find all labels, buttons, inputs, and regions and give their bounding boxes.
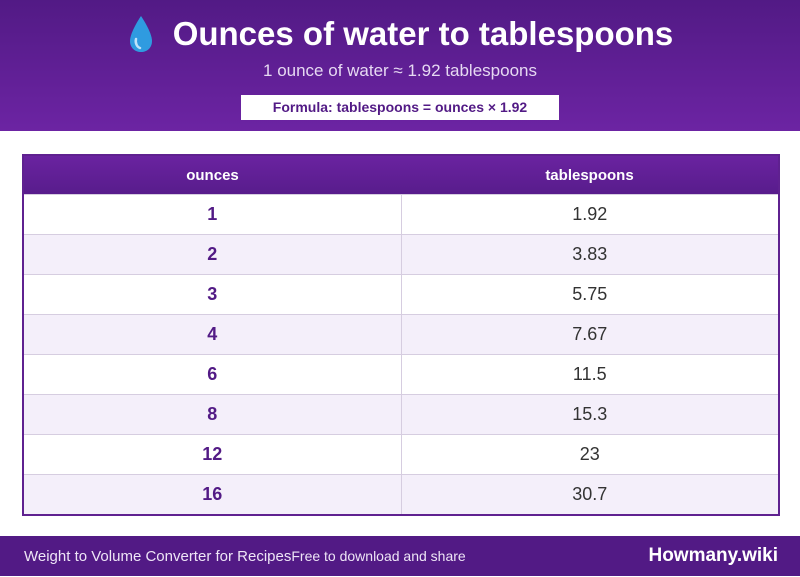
ounces-cell: 1 (24, 194, 402, 235)
footer-brand-link[interactable]: Howmany.wiki (648, 545, 778, 566)
formula-box: Formula: tablespoons = ounces × 1.92 (241, 95, 559, 120)
ounces-cell: 8 (24, 394, 402, 435)
subtitle: 1 ounce of water ≈ 1.92 tablespoons (263, 61, 537, 80)
tablespoons-cell: 5.75 (401, 274, 778, 315)
tablespoons-cell: 3.83 (401, 234, 778, 275)
header-banner: Ounces of water to tablespoons 1 ounce o… (0, 0, 800, 131)
table-row: 6 11.5 (24, 354, 778, 395)
footer-bar: Weight to Volume Converter for RecipesFr… (0, 536, 800, 576)
ounces-cell: 6 (24, 354, 402, 395)
water-drop-icon (129, 16, 152, 52)
table-row: 12 23 (24, 434, 778, 475)
column-header-ounces: ounces (24, 156, 401, 195)
conversion-table: ounces tablespoons 1 1.92 2 3.83 3 5.75 … (22, 154, 780, 516)
column-header-tablespoons: tablespoons (401, 156, 778, 195)
tablespoons-cell: 11.5 (401, 354, 778, 395)
table-row: 8 15.3 (24, 394, 778, 435)
table-row: 1 1.92 (24, 194, 778, 235)
table-row: 16 30.7 (24, 474, 778, 514)
page-title: Ounces of water to tablespoons (172, 15, 674, 52)
footer-left: Weight to Volume Converter for RecipesFr… (24, 536, 466, 577)
ounces-cell: 2 (24, 234, 402, 275)
tablespoons-cell: 15.3 (401, 394, 778, 435)
tablespoons-cell: 23 (401, 434, 778, 475)
ounces-cell: 16 (24, 474, 402, 514)
ounces-cell: 3 (24, 274, 402, 315)
table-row: 4 7.67 (24, 314, 778, 355)
tablespoons-cell: 1.92 (401, 194, 778, 235)
tablespoons-cell: 30.7 (401, 474, 778, 514)
ounces-cell: 12 (24, 434, 402, 475)
title-row: Ounces of water to tablespoons (0, 12, 800, 56)
table-row: 2 3.83 (24, 234, 778, 275)
ounces-cell: 4 (24, 314, 402, 355)
tablespoons-cell: 7.67 (401, 314, 778, 355)
footer-tagline: Free to download and share (291, 548, 466, 564)
table-row: 3 5.75 (24, 274, 778, 315)
table-header-row: ounces tablespoons (24, 156, 778, 195)
footer-site-name: Weight to Volume Converter for Recipes (24, 548, 292, 565)
